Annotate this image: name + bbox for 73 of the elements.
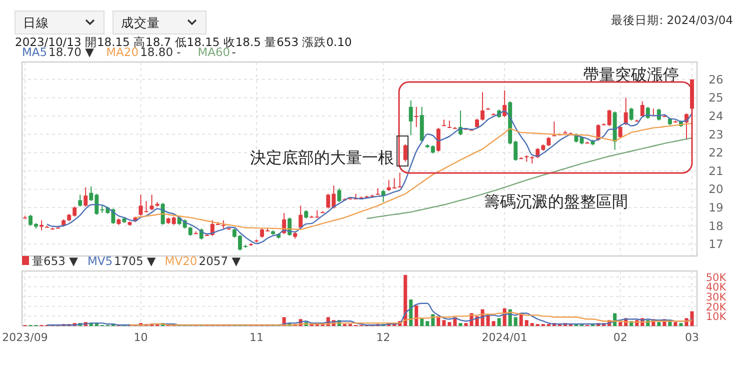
y-tick-label: 25 (708, 90, 724, 105)
annotation: 帶量突破漲停 (583, 65, 679, 84)
x-tick-label: 10 (134, 331, 148, 344)
y-tick-label: 40K (706, 282, 728, 294)
bar (404, 274, 408, 326)
bar (657, 322, 661, 326)
y-tick-label: 22 (708, 146, 724, 160)
candlestick (640, 100, 644, 118)
line-series (129, 312, 693, 326)
x-tick-label: 11 (250, 331, 264, 344)
candlestick (144, 200, 148, 213)
annotation: 1705 ▼ (114, 254, 156, 268)
y-tick-label: 18 (708, 218, 724, 233)
bar (458, 323, 462, 326)
text: MV5 (88, 254, 113, 268)
candlestick (381, 190, 386, 203)
x-tick-label: 2023/09 (2, 331, 48, 344)
annotation: 653 ▼ (44, 254, 78, 268)
bar (426, 321, 430, 326)
text: 日線 (23, 15, 49, 30)
line-series (366, 137, 693, 220)
y-tick-label: 23 (708, 127, 724, 142)
y-tick-label: 30K (706, 292, 728, 304)
bar (530, 323, 534, 326)
annotation: 決定底部的大量一根 (250, 148, 394, 167)
candlestick (475, 118, 479, 128)
bar (448, 322, 452, 326)
candlestick (414, 106, 418, 128)
candlestick (408, 100, 413, 136)
text: MV20 (164, 254, 198, 268)
annotation: 2057 ▼ (198, 254, 241, 268)
x-tick-label: 03 (685, 331, 699, 344)
y-tick-label: 17 (708, 237, 724, 252)
candlestick (150, 194, 154, 211)
candlestick (188, 226, 192, 236)
y-tick-label: 24 (708, 108, 724, 123)
text: 最後日期: 2024/03/04 (611, 13, 733, 27)
bar (514, 317, 518, 326)
candlestick (337, 188, 342, 203)
y-tick-label: 10K (706, 311, 728, 324)
x-tick-label: 2024/01 (482, 331, 528, 344)
candlestick (618, 126, 622, 138)
bar (497, 318, 501, 326)
candlestick (480, 92, 485, 122)
candlestick (78, 194, 82, 208)
candlestick (546, 136, 551, 147)
y-tick-label: 20K (706, 301, 728, 314)
y-tick-label: 20 (708, 182, 724, 196)
candlestick (447, 120, 452, 128)
bar (674, 322, 678, 326)
bar (679, 323, 683, 326)
candlestick (629, 107, 634, 122)
x-tick-label: 02 (613, 331, 628, 344)
legend-label: 量 (32, 254, 44, 268)
bar (524, 320, 528, 326)
bar (486, 315, 490, 326)
y-tick-label: 26 (708, 72, 724, 86)
bar (618, 322, 622, 326)
bar (414, 305, 418, 326)
bar (420, 318, 424, 326)
text: 2023/10/13 開18.15 高18.7 低18.15 收18.5 量653 漲跌0.10 (15, 35, 352, 49)
candlestick (138, 194, 143, 216)
bar (492, 321, 496, 326)
y-tick-label: 19 (708, 200, 724, 214)
y-tick-label: 21 (708, 164, 724, 178)
candlestick (84, 186, 88, 208)
text: 成交量 (121, 15, 160, 30)
annotation: 籌碼沉澱的盤整區間 (484, 192, 628, 211)
candlestick (403, 144, 408, 162)
x-tick-label: 12 (376, 331, 390, 344)
bar (442, 320, 446, 326)
candlestick (436, 127, 440, 152)
y-tick-label: 50K (706, 272, 728, 284)
